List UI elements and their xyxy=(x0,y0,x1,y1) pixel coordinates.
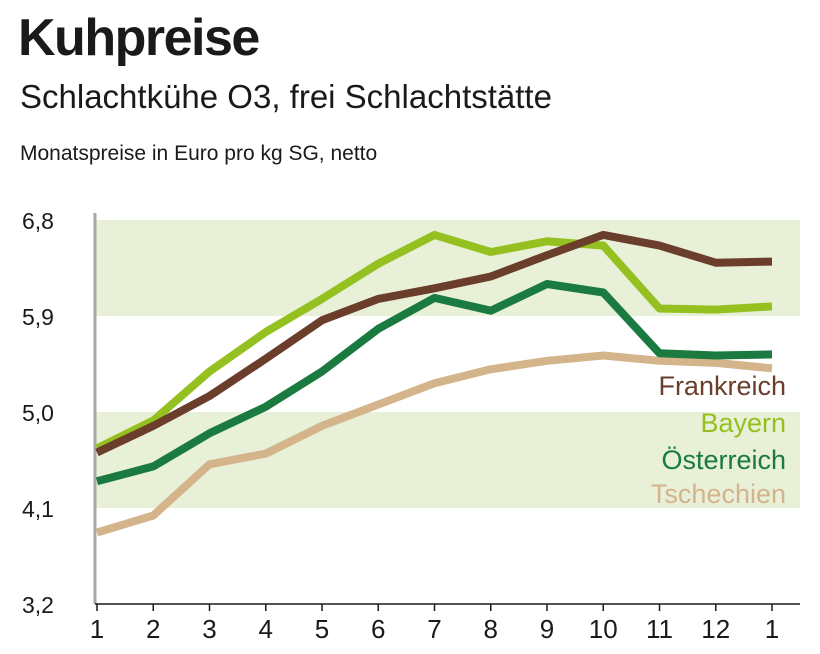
series-line-tschechien xyxy=(95,351,773,537)
x-tick-label: 1 xyxy=(90,614,104,644)
series-line-bayern xyxy=(95,230,773,452)
y-tick-label: 3,2 xyxy=(22,592,54,618)
legend-label-frankreich: Frankreich xyxy=(658,371,786,401)
x-tick-label: 9 xyxy=(540,614,554,644)
x-tick-label: 3 xyxy=(202,614,216,644)
x-tick-label: 4 xyxy=(259,614,273,644)
chart-title: Kuhpreise xyxy=(18,9,260,67)
x-tick-label: 1 xyxy=(765,614,779,644)
series-line-oesterreich xyxy=(95,280,773,486)
x-tick-label: 12 xyxy=(701,614,730,644)
legend-label-oesterreich: Österreich xyxy=(661,445,786,475)
x-tick-label: 11 xyxy=(646,614,673,644)
x-tick-label: 10 xyxy=(589,614,618,644)
axes: 3,24,15,05,96,81 2 3 4 5 6 7 8 9 10 11 12 1 xyxy=(22,208,800,644)
y-tick-label: 6,8 xyxy=(22,208,54,234)
x-tick-label: 8 xyxy=(484,614,498,644)
series-line-frankreich xyxy=(95,230,773,457)
chart-subtitle: Schlachtkühe O3, frei Schlachtstätte xyxy=(20,78,552,115)
legend-label-bayern: Bayern xyxy=(700,408,786,438)
y-tick-label: 4,1 xyxy=(22,496,54,522)
y-tick-label: 5,0 xyxy=(22,400,54,426)
x-tick-label: 5 xyxy=(315,614,329,644)
x-tick-label: 7 xyxy=(427,614,441,644)
x-tick-label: 2 xyxy=(146,614,160,644)
legend: Frankreich Bayern Österreich Tschechien xyxy=(651,371,786,509)
x-tick-label: 6 xyxy=(371,614,385,644)
legend-label-tschechien: Tschechien xyxy=(651,479,786,509)
unit-label: Monatspreise in Euro pro kg SG, netto xyxy=(20,142,378,165)
y-tick-label: 5,9 xyxy=(22,304,54,330)
series-lines xyxy=(95,230,773,537)
